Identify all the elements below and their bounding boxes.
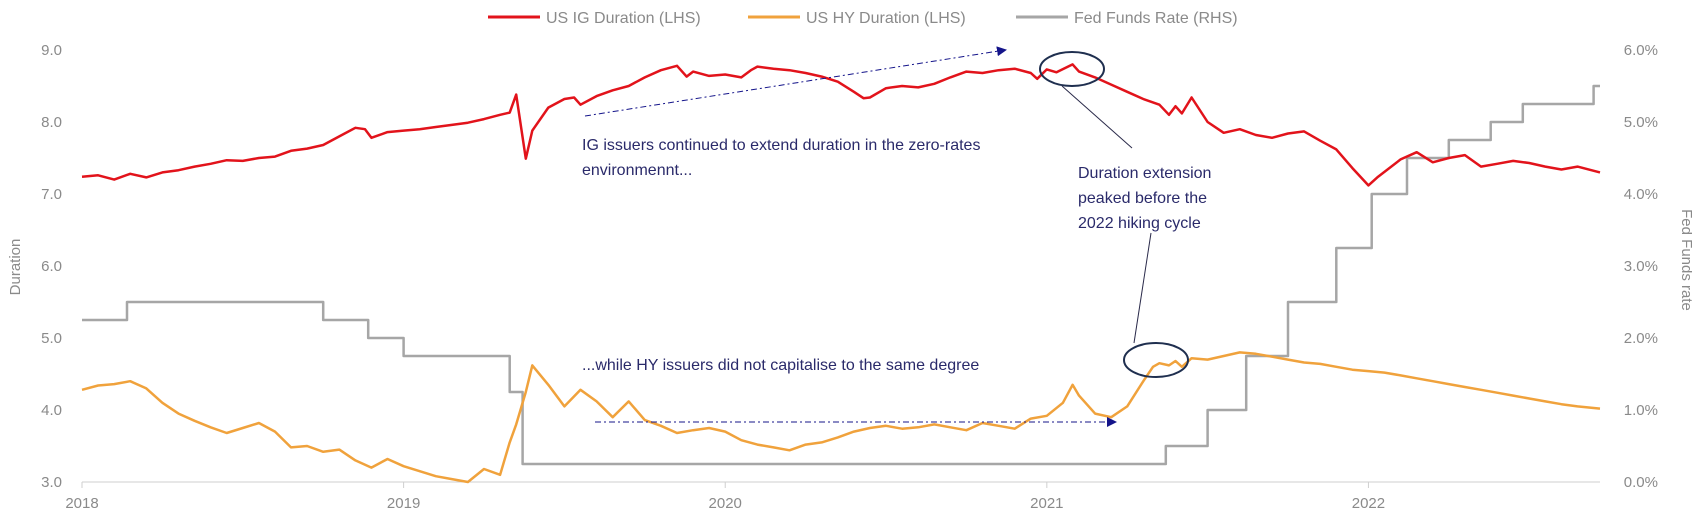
annotation-pointer-ig <box>1061 85 1133 149</box>
annotation-arrow-ig <box>584 46 1007 117</box>
y-right-tick-label: 3.0% <box>1624 258 1658 275</box>
y-axis-title-right: Fed Funds rate <box>1678 209 1692 311</box>
y-right-tick-label: 4.0% <box>1624 186 1658 203</box>
x-tick-label: 2021 <box>1030 495 1063 512</box>
y-left-tick-label: 6.0 <box>41 258 62 275</box>
legend-label-us-hy: US HY Duration (LHS) <box>806 10 966 27</box>
y-axis-right-ticks: 0.0% 1.0% 2.0% 3.0% 4.0% 5.0% 6.0% <box>1624 42 1658 491</box>
legend-label-us-ig: US IG Duration (LHS) <box>546 10 701 27</box>
legend-label-fed-funds: Fed Funds Rate (RHS) <box>1074 10 1238 27</box>
y-left-tick-label: 3.0 <box>41 474 62 491</box>
y-right-tick-label: 0.0% <box>1624 474 1658 491</box>
x-tick-label: 2018 <box>65 495 98 512</box>
x-tick-label: 2019 <box>387 495 420 512</box>
x-axis-ticks: 2018 2019 2020 2021 2022 <box>65 482 1385 512</box>
y-left-tick-label: 9.0 <box>41 42 62 59</box>
annotation-circle-hy-peak <box>1123 342 1189 378</box>
annotation-peak-line1: Duration extension <box>1078 165 1211 182</box>
x-tick-label: 2022 <box>1352 495 1385 512</box>
annotation-hy: ...while HY issuers did not capitalise t… <box>582 357 979 374</box>
y-left-tick-label: 4.0 <box>41 402 62 419</box>
y-axis-left-ticks: 3.0 4.0 5.0 6.0 7.0 8.0 9.0 <box>41 42 62 491</box>
annotation-circle-ig-peak <box>1039 51 1105 87</box>
annotation-ig-line1: IG issuers continued to extend duration … <box>582 137 980 154</box>
x-tick-label: 2020 <box>709 495 742 512</box>
annotation-ig-line2: environmennt... <box>582 162 692 179</box>
y-right-tick-label: 5.0% <box>1624 114 1658 131</box>
y-left-tick-label: 7.0 <box>41 186 62 203</box>
series-line-us-hy <box>81 351 1601 484</box>
legend: US IG Duration (LHS) US HY Duration (LHS… <box>488 10 1238 27</box>
y-axis-title-left: Duration <box>7 239 24 296</box>
y-right-tick-label: 2.0% <box>1624 330 1658 347</box>
y-left-tick-label: 8.0 <box>41 114 62 131</box>
annotation-peak-line2: peaked before the <box>1078 190 1207 207</box>
annotation-pointer-hy <box>1133 232 1152 344</box>
series-line-fed-funds <box>82 84 1600 466</box>
y-right-tick-label: 6.0% <box>1624 42 1658 59</box>
y-left-tick-label: 5.0 <box>41 330 62 347</box>
annotation-peak-line3: 2022 hiking cycle <box>1078 215 1201 232</box>
series-line-us-ig <box>81 63 1601 187</box>
y-right-tick-label: 1.0% <box>1624 402 1658 419</box>
